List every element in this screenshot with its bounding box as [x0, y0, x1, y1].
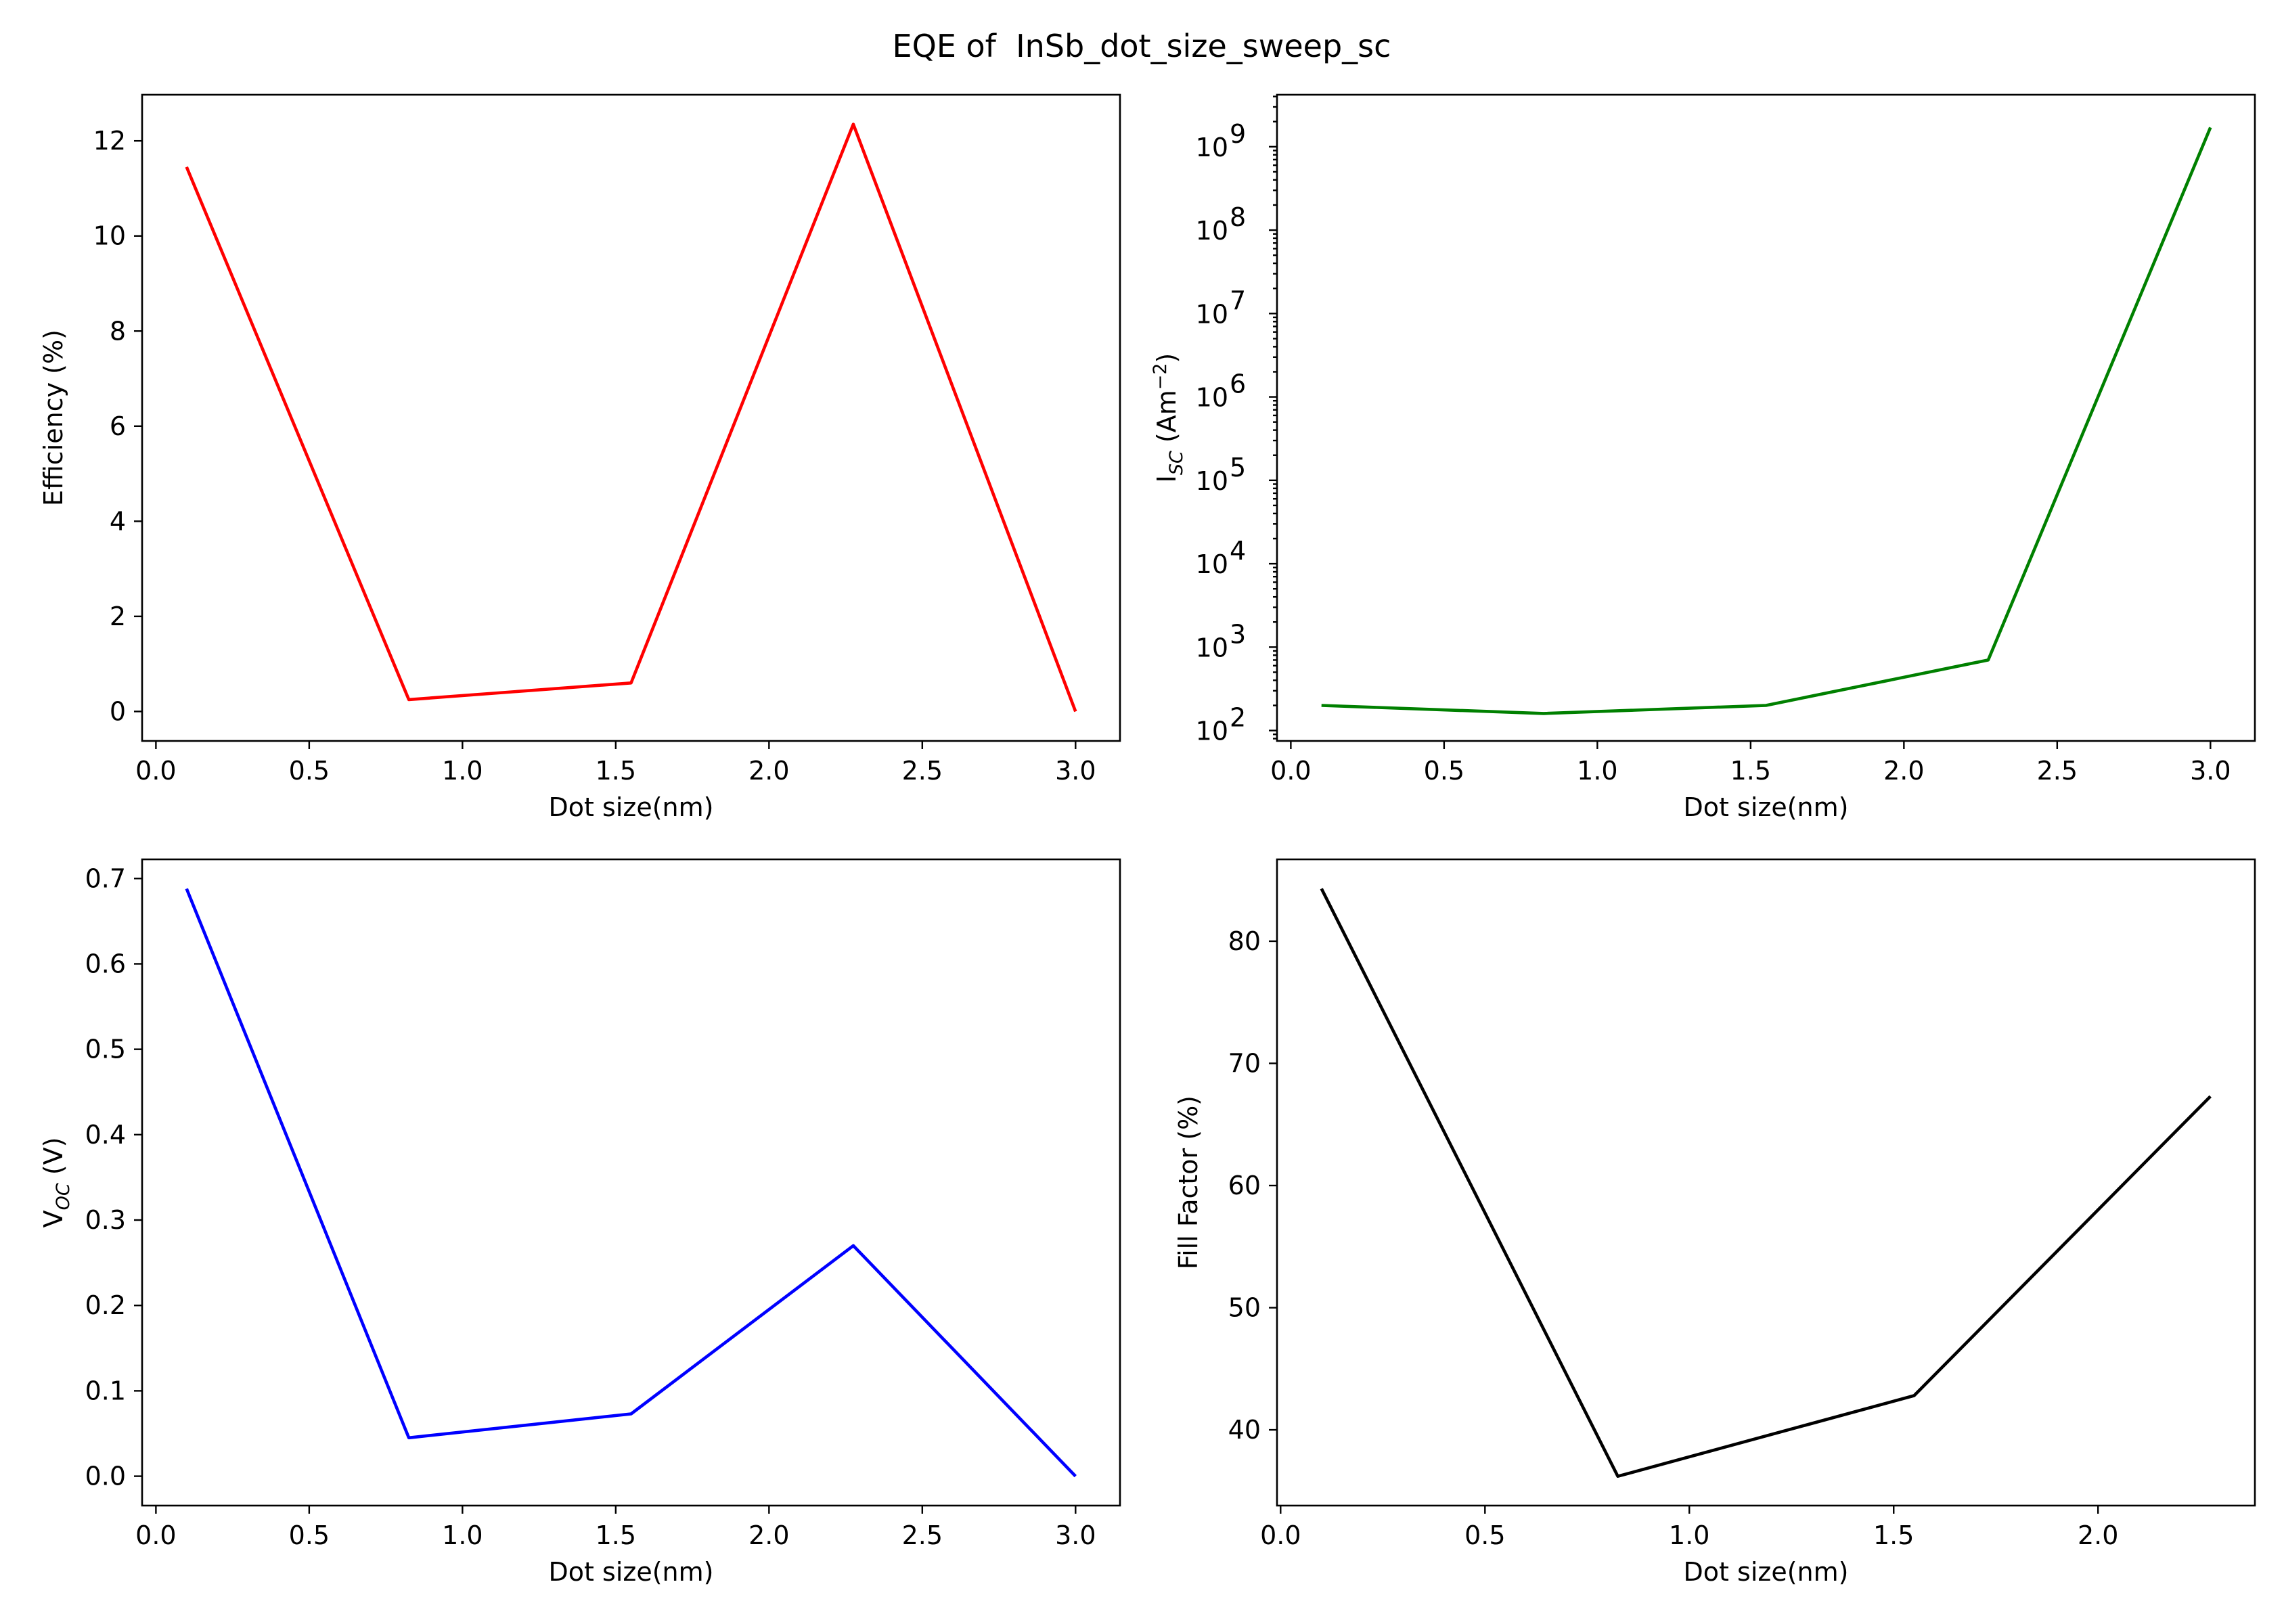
- efficiency-x-tick-label: 0.0: [135, 756, 176, 786]
- efficiency-y-tick-label: 8: [110, 316, 126, 346]
- isc-series-line: [1321, 127, 2212, 715]
- efficiency-y-tick-label: 0: [110, 696, 126, 726]
- isc-y-axis-label-unit-end: ): [1152, 353, 1182, 363]
- isc-y-tick-label: 10: [1196, 549, 1228, 579]
- isc-x-tick-label: 2.0: [1883, 756, 1924, 786]
- voc-x-tick-label: 0.0: [135, 1520, 176, 1550]
- isc-y-axis-label-subscript: SC: [1166, 451, 1187, 475]
- voc-y-tick-label: 0.0: [85, 1462, 126, 1491]
- efficiency-y-axis-label-main: Efficiency (%): [39, 330, 68, 506]
- isc-y-tick-exponent: 7: [1230, 286, 1246, 315]
- subplot-voc: 0.0 0.5 1.0 1.5 2.0 2.5 3.0 0.0 0.1 0.2 0.3 0.4 0.5 0…: [39, 858, 1121, 1587]
- isc-x-tick-label: 0.0: [1270, 756, 1311, 786]
- efficiency-axes-frame: [141, 93, 1121, 742]
- isc-x-tick-label: 1.0: [1577, 756, 1617, 786]
- voc-x-tick-label: 2.0: [748, 1520, 789, 1550]
- isc-y-axis-label-main: I: [1152, 475, 1182, 482]
- isc-y-axis-label-superscript: −2: [1150, 363, 1171, 390]
- efficiency-x-tick-label: 3.0: [1055, 756, 1096, 786]
- fill-factor-series-line: [1320, 888, 2212, 1478]
- voc-axes-frame: [141, 858, 1121, 1507]
- voc-y-tick-label: 0.2: [85, 1290, 126, 1320]
- efficiency-y-tick-label: 12: [93, 126, 126, 156]
- voc-x-tick-label: 2.5: [902, 1520, 943, 1550]
- efficiency-y-tick-label: 6: [110, 411, 126, 441]
- isc-x-tick-label: 1.5: [1730, 756, 1771, 786]
- isc-y-tick-exponent: 9: [1230, 119, 1246, 149]
- isc-x-tick-label: 3.0: [2190, 756, 2231, 786]
- isc-x-axis-label: Dot size(nm): [1684, 792, 1849, 822]
- fill-factor-y-tick-label: 60: [1228, 1171, 1261, 1200]
- voc-y-axis-label-subscript: OC: [53, 1183, 74, 1210]
- fill-factor-x-tick-label: 0.0: [1260, 1520, 1301, 1550]
- fill-factor-y-tick-label: 80: [1228, 926, 1261, 956]
- efficiency-y-tick-label: 10: [93, 221, 126, 251]
- efficiency-series-line: [185, 122, 1077, 713]
- isc-y-tick-label: 10: [1196, 216, 1228, 246]
- voc-y-axis-label: VOC (V): [39, 1137, 74, 1228]
- fill-factor-y-tick-label: 50: [1228, 1293, 1261, 1323]
- voc-y-tick-label: 0.6: [85, 949, 126, 978]
- voc-x-tick-label: 1.5: [596, 1520, 636, 1550]
- efficiency-x-tick-label: 1.0: [442, 756, 483, 786]
- fill-factor-y-axis-label-main: Fill Factor (%): [1173, 1096, 1203, 1269]
- voc-y-tick-label: 0.3: [85, 1205, 126, 1235]
- fill-factor-x-tick-label: 1.0: [1669, 1520, 1709, 1550]
- efficiency-y-tick-label: 4: [110, 506, 126, 536]
- voc-series-line: [185, 888, 1077, 1478]
- efficiency-x-tick-label: 2.5: [902, 756, 943, 786]
- isc-y-tick-exponent: 2: [1230, 703, 1246, 733]
- fill-factor-x-tick-label: 1.5: [1873, 1520, 1914, 1550]
- figure-title: EQE of InSb_dot_size_sweep_sc: [893, 28, 1391, 64]
- efficiency-x-axis-label: Dot size(nm): [549, 792, 714, 822]
- subplot-fill-factor: 0.0 0.5 1.0 1.5 2.0 40 50 60 70 80 Dot size(nm) Fil…: [1173, 858, 2256, 1587]
- fill-factor-y-tick-label: 40: [1228, 1415, 1261, 1445]
- voc-x-axis-label: Dot size(nm): [549, 1557, 714, 1587]
- subplot-isc: 0.0 0.5 1.0 1.5 2.0 2.5 3.010 210 310 410 510 610 71…: [1150, 93, 2256, 822]
- voc-y-tick-label: 0.5: [85, 1035, 126, 1064]
- efficiency-x-tick-label: 1.5: [596, 756, 636, 786]
- isc-y-tick-exponent: 6: [1230, 369, 1246, 399]
- isc-y-tick-exponent: 8: [1230, 202, 1246, 232]
- efficiency-x-tick-label: 0.5: [289, 756, 330, 786]
- isc-y-tick-label: 10: [1196, 383, 1228, 413]
- voc-y-tick-label: 0.4: [85, 1120, 126, 1150]
- efficiency-y-tick-label: 2: [110, 602, 126, 631]
- voc-y-axis-label-unit: (V): [39, 1137, 68, 1183]
- voc-y-tick-label: 0.1: [85, 1376, 126, 1405]
- fill-factor-x-tick-label: 2.0: [2078, 1520, 2118, 1550]
- isc-y-tick-label: 10: [1196, 633, 1228, 662]
- voc-y-tick-label: 0.7: [85, 863, 126, 893]
- isc-y-tick-exponent: 4: [1230, 536, 1246, 566]
- isc-y-tick-exponent: 5: [1230, 453, 1246, 482]
- efficiency-x-tick-label: 2.0: [748, 756, 789, 786]
- fill-factor-y-tick-label: 70: [1228, 1048, 1261, 1078]
- fill-factor-axes-frame: [1276, 858, 2256, 1507]
- isc-y-tick-label: 10: [1196, 299, 1228, 329]
- isc-y-tick-label: 10: [1196, 466, 1228, 496]
- isc-y-axis-label: ISC (Am−2): [1150, 353, 1187, 483]
- fill-factor-x-axis-label: Dot size(nm): [1684, 1557, 1849, 1587]
- isc-y-tick-label: 10: [1196, 133, 1228, 162]
- voc-x-tick-label: 1.0: [442, 1520, 483, 1550]
- fill-factor-y-axis-label: Fill Factor (%): [1173, 1096, 1203, 1269]
- voc-y-axis-label-main: V: [39, 1210, 68, 1227]
- subplot-efficiency: 0.0 0.5 1.0 1.5 2.0 2.5 3.0 0 2 4 6 8 10 12 Dot size(n…: [39, 93, 1121, 822]
- isc-x-tick-label: 0.5: [1424, 756, 1464, 786]
- efficiency-y-axis-label: Efficiency (%): [39, 330, 68, 506]
- isc-x-tick-label: 2.5: [2037, 756, 2078, 786]
- voc-x-tick-label: 0.5: [289, 1520, 330, 1550]
- isc-y-axis-label-unit: (Am: [1152, 390, 1182, 451]
- voc-x-tick-label: 3.0: [1055, 1520, 1096, 1550]
- isc-axes-frame: [1276, 93, 2256, 742]
- isc-y-tick-label: 10: [1196, 717, 1228, 746]
- isc-y-tick-exponent: 3: [1230, 619, 1246, 649]
- fill-factor-x-tick-label: 0.5: [1464, 1520, 1505, 1550]
